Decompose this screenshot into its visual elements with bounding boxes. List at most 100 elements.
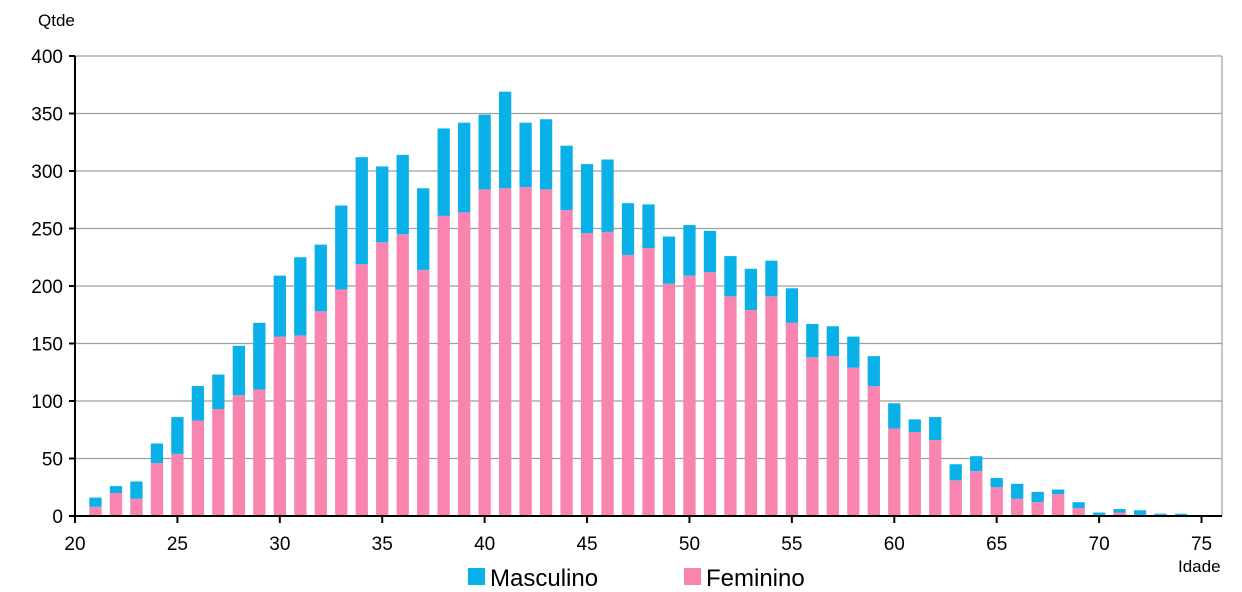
bar-segment-masculino [1174,513,1188,515]
bar-segment-feminino [826,356,839,516]
bar-segment-feminino [929,440,942,516]
bar-segment-feminino [1072,507,1085,516]
bar-segment-masculino [519,122,532,188]
bar-segment-feminino [1113,512,1126,516]
y-tick-label: 150 [31,335,63,356]
bar-segment-feminino [335,289,348,516]
bar-segment-masculino [1133,510,1147,515]
bar-segment-masculino [396,154,409,235]
x-tick-label: 35 [372,534,393,555]
bar-segment-masculino [970,456,983,472]
y-tick-label: 250 [31,220,63,241]
bar-segment-feminino [1031,502,1044,516]
bar-segment-masculino [273,275,286,337]
x-tick-label: 40 [474,534,495,555]
bar-segment-masculino [662,236,676,284]
bar-segment-masculino [1154,513,1167,515]
x-tick-label: 20 [64,534,85,555]
bar-segment-feminino [294,335,307,516]
bar-segment-feminino [89,506,102,516]
x-tick-label: 45 [576,534,597,555]
bar-segment-feminino [662,283,676,516]
bar-segment-masculino [888,403,901,429]
bar-segment-masculino [867,356,880,387]
bar-segment-masculino [335,205,348,290]
bar-segment-masculino [703,230,717,273]
bar-segment-masculino [826,326,839,357]
bar-segment-feminino [703,272,717,516]
bar-segment-feminino [990,487,1003,516]
x-tick-label: 25 [167,534,188,555]
bar-segment-feminino [253,389,266,516]
bar-segment-feminino [150,463,164,516]
bar-segment-feminino [949,480,962,516]
bar-segment-masculino [212,374,225,410]
bar-segment-masculino [908,419,921,433]
bar-segment-masculino [130,481,143,499]
y-tick-label: 350 [31,105,63,126]
y-tick-label: 300 [31,162,63,183]
bar-segment-feminino [519,187,532,516]
bar-segment-feminino [601,231,614,516]
bar-segment-feminino [130,498,143,516]
bar-segment-feminino [765,296,778,516]
bar-segment-masculino [724,256,737,297]
legend-swatch-masculino [468,568,485,585]
y-tick-label: 50 [42,450,63,471]
x-tick-label: 70 [1089,534,1110,555]
bar-segment-masculino [191,386,205,421]
bar-segment-masculino [150,443,164,464]
bar-segment-feminino [376,242,389,517]
bar-segment-masculino [89,497,102,507]
bar-segment-masculino [376,166,389,243]
bar-segment-masculino [1011,483,1024,499]
x-tick-label: 60 [884,534,905,555]
x-tick-label: 30 [269,534,290,555]
legend-swatch-feminino [684,568,701,585]
bar-segment-masculino [1113,509,1126,513]
x-axis-title: Idade [1178,557,1221,576]
bar-segment-masculino [683,225,696,276]
legend-label-feminino: Feminino [706,565,805,592]
bar-segment-masculino [458,122,471,213]
bar-segment-masculino [1051,489,1065,495]
bar-segment-feminino [232,395,246,516]
bar-segment-masculino [355,157,368,265]
bar-segment-masculino [171,417,184,454]
bar-segment-feminino [478,189,491,516]
legend-label-masculino: Masculino [490,565,598,592]
bar-segment-feminino [437,215,450,516]
bar-segment-feminino [212,409,225,516]
bar-segment-masculino [294,257,307,336]
bar-segment-masculino [744,268,758,311]
bar-segment-feminino [273,336,286,516]
y-tick-label: 200 [31,277,63,298]
bar-segment-masculino [417,188,430,270]
x-tick-label: 65 [986,534,1007,555]
bar-segment-masculino [929,417,942,441]
bar-segment-feminino [191,420,205,516]
bar-segment-masculino [580,164,594,234]
legend: Masculino Feminino [468,565,805,592]
bar-segment-masculino [806,323,819,358]
bar-segment-feminino [744,310,758,516]
bar-segment-masculino [1092,512,1106,515]
bar-segment-masculino [560,145,573,211]
x-tick-label: 50 [679,534,700,555]
bar-segment-feminino [785,322,799,516]
bar-segment-masculino [601,159,614,232]
bar-segment-masculino [1072,502,1085,508]
bar-segment-masculino [990,478,1003,488]
y-axis-title: Qtde [38,11,75,30]
bar-segment-masculino [314,244,327,312]
bar-segment-masculino [949,464,962,481]
bar-segment-masculino [1031,491,1044,503]
bar-segment-feminino [683,275,696,516]
y-tick-label: 400 [31,47,63,68]
bar-segment-masculino [847,336,860,368]
bar-segment-feminino [171,453,184,516]
bar-segment-masculino [232,345,246,396]
bar-segment-feminino [109,493,123,516]
y-tick-labels: 0 50 100 150 200 250 300 350 400 [31,47,75,528]
bar-segment-feminino [498,188,512,516]
